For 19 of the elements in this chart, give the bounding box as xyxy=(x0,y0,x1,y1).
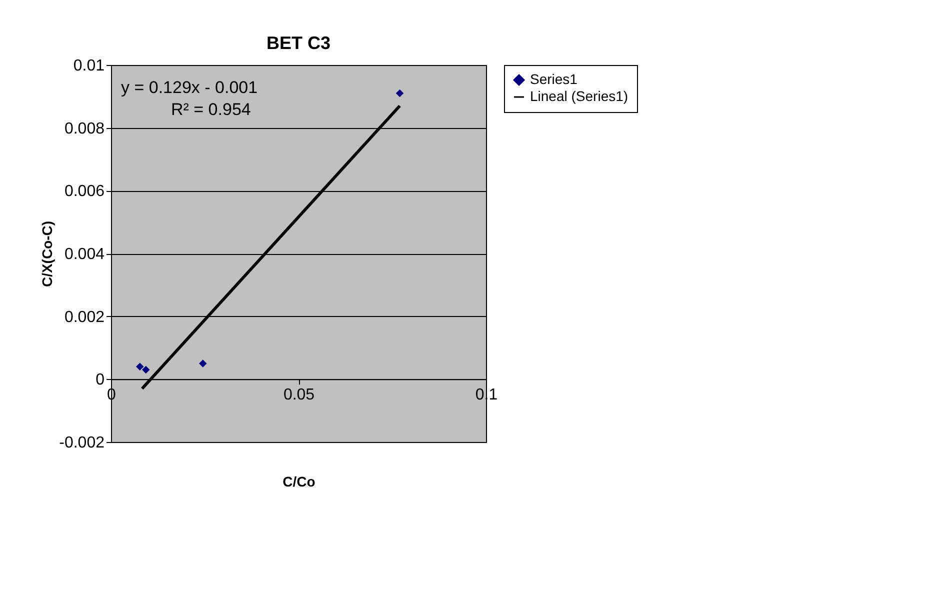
legend-label: Series1 xyxy=(530,71,578,87)
point xyxy=(396,89,404,98)
x-tick-label: 0.05 xyxy=(283,386,315,404)
legend-label: Lineal (Series1) xyxy=(530,88,628,104)
point xyxy=(136,362,144,370)
y-tick-label: 0.008 xyxy=(64,120,105,138)
point xyxy=(199,360,207,368)
annotation: y = 0.129x - 0.001 xyxy=(121,78,258,97)
y-tick-label: 0.002 xyxy=(64,308,105,326)
x-axis-title: C/Co xyxy=(282,474,316,490)
y-tick-label: 0.004 xyxy=(64,246,105,263)
point xyxy=(142,366,150,374)
chart-title: BET C3 xyxy=(266,33,331,53)
y-tick-label: 0.01 xyxy=(73,58,105,74)
y-axis-title: C/X(Co-C) xyxy=(39,220,56,288)
annotation: R² = 0.954 xyxy=(171,100,251,119)
y-tick-label: 0.006 xyxy=(64,183,105,200)
y-tick-label: -0.002 xyxy=(59,434,105,452)
y-tick-label: 0 xyxy=(96,372,105,389)
